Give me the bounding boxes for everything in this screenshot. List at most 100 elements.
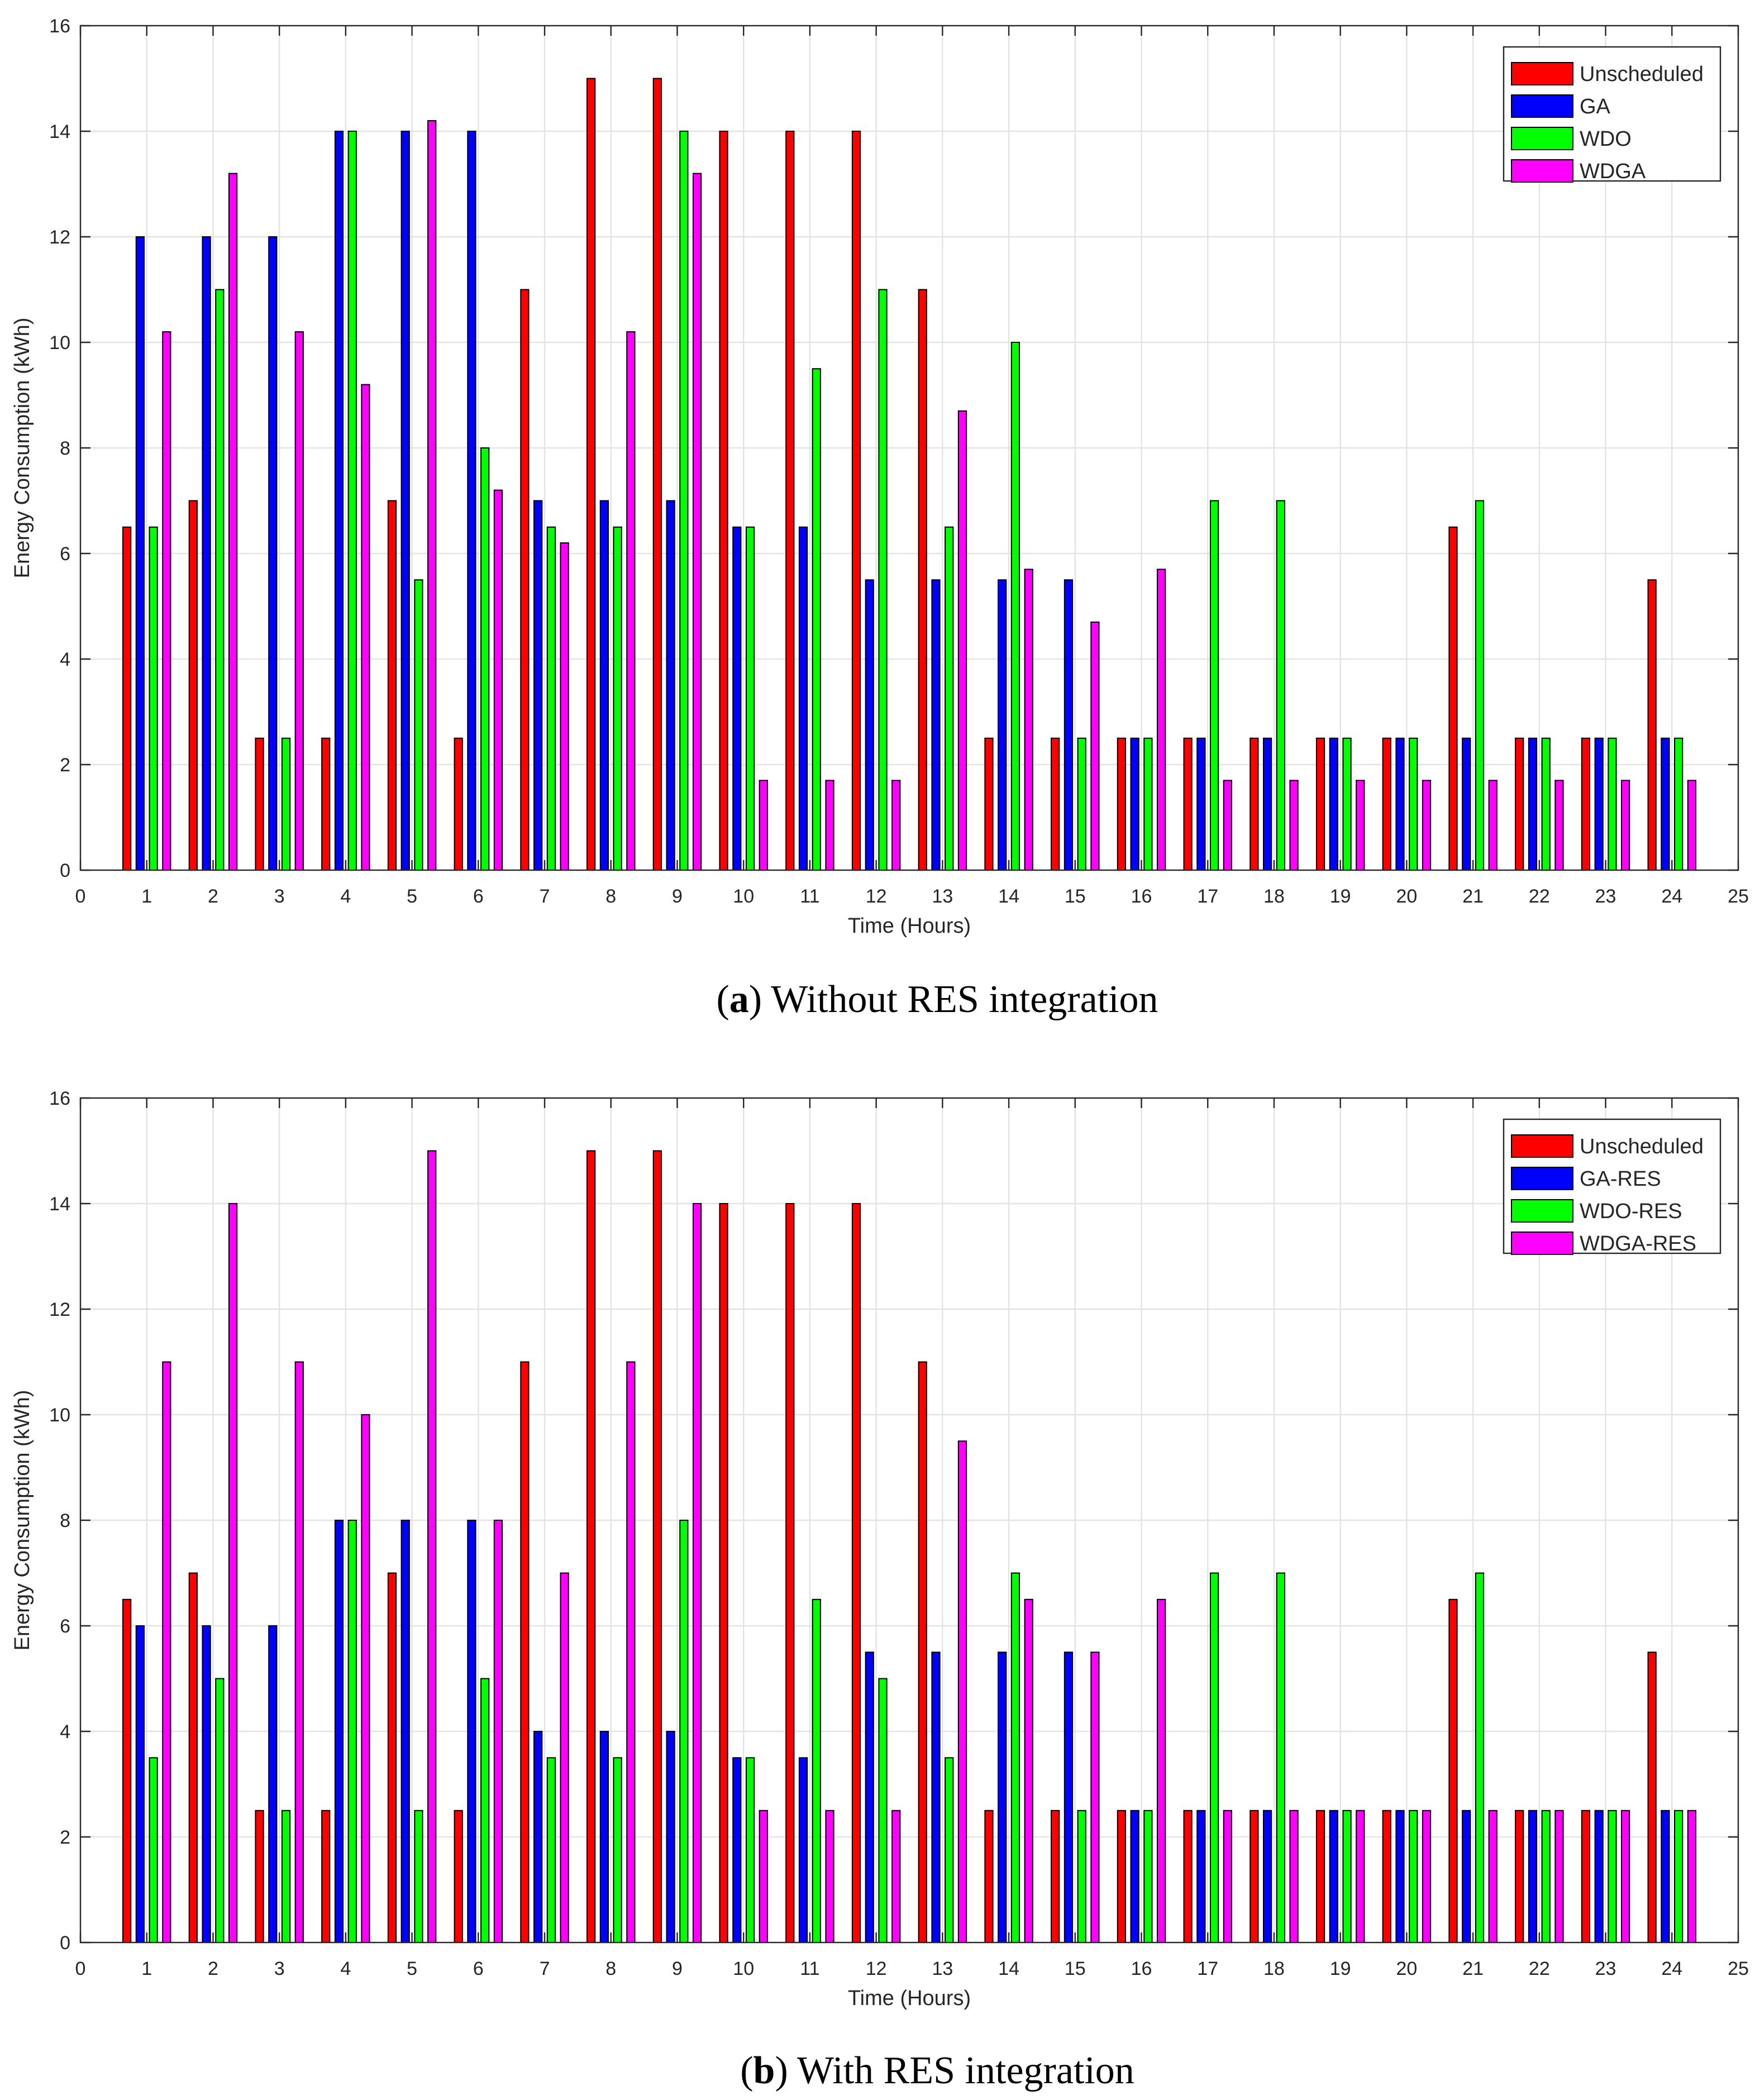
bar — [1594, 737, 1604, 871]
bar — [255, 1810, 264, 1943]
bar — [1329, 1810, 1338, 1943]
legend-label: Unscheduled — [1580, 63, 1704, 86]
bar — [1196, 737, 1206, 871]
x-tick-label: 7 — [540, 886, 550, 907]
bar — [586, 78, 596, 871]
bar — [945, 1757, 954, 1943]
bar — [865, 579, 874, 871]
legend-label: Unscheduled — [1580, 1135, 1704, 1158]
x-tick-label: 25 — [1728, 886, 1749, 907]
bar — [533, 500, 543, 871]
bar — [1409, 737, 1418, 871]
chart-panel-b: 0 1 2 3 4 5 6 7 8 9 10 11 12 13 14 15 16 17 18 19 20 21 22 23 24… — [11, 1088, 1749, 2092]
bar — [1541, 737, 1551, 871]
legend: Unscheduled GA WDO WDGA — [1503, 46, 1721, 183]
bar — [918, 1361, 927, 1943]
bar — [732, 526, 742, 871]
y-tick-label: 2 — [60, 1827, 70, 1848]
bar — [1687, 780, 1697, 871]
bar — [467, 1520, 476, 1943]
bar — [1289, 780, 1299, 871]
bar — [1448, 1598, 1458, 1943]
bar — [268, 236, 278, 871]
bar — [679, 1520, 689, 1943]
series-unscheduled — [122, 78, 1657, 871]
bar — [1090, 1652, 1100, 1943]
x-tick-label: 5 — [407, 886, 417, 907]
caption-open: ( — [716, 978, 729, 1021]
bar — [785, 1203, 795, 1943]
bar — [931, 579, 941, 871]
bar — [454, 1810, 463, 1943]
y-tick-label: 16 — [49, 16, 70, 37]
bar — [400, 1520, 410, 1943]
x-tick-label: 8 — [605, 1958, 616, 1979]
bar — [1262, 737, 1272, 871]
y-tick-label: 2 — [60, 755, 70, 776]
bar — [546, 1757, 556, 1943]
x-tick-label: 22 — [1529, 1958, 1550, 1979]
bar — [1064, 579, 1074, 871]
bar — [719, 1203, 728, 1943]
bar — [759, 780, 768, 871]
y-tick-label: 10 — [49, 1405, 70, 1426]
x-tick-label: 3 — [274, 886, 285, 907]
legend: Unscheduled GA-RES WDO-RES WDGA-RES — [1503, 1118, 1721, 1256]
bar — [1621, 1810, 1630, 1943]
x-tick-label: 19 — [1330, 1958, 1351, 1979]
bar — [1342, 1810, 1352, 1943]
legend-swatch — [1511, 94, 1573, 118]
bar — [1010, 1572, 1020, 1943]
x-tick-label: 13 — [932, 1958, 953, 1979]
bar — [1051, 1810, 1060, 1943]
caption-letter: a — [729, 978, 749, 1021]
bar — [1554, 1810, 1564, 1943]
bar — [626, 331, 636, 871]
bar — [1661, 1810, 1670, 1943]
bar — [692, 173, 702, 871]
bar — [1117, 1810, 1127, 1943]
bar — [387, 1572, 397, 1943]
x-tick-label: 20 — [1396, 1958, 1417, 1979]
bar — [1117, 737, 1127, 871]
bar — [1515, 1810, 1524, 1943]
bar — [361, 384, 370, 871]
bar — [321, 1810, 331, 1943]
y-axis-label: Energy Consumption (kWh) — [11, 1390, 34, 1651]
bar — [1528, 737, 1538, 871]
bar — [281, 1810, 291, 1943]
bar — [891, 1810, 901, 1943]
caption-open: ( — [740, 2049, 753, 2092]
bar — [878, 289, 888, 871]
bar — [202, 1625, 211, 1943]
bar — [1090, 621, 1100, 871]
bar — [1488, 1810, 1498, 1943]
bar — [1329, 737, 1338, 871]
legend-label: WDO-RES — [1580, 1200, 1682, 1223]
legend-label: WDO — [1580, 127, 1632, 151]
bar — [467, 131, 476, 871]
series-unscheduled — [122, 1150, 1657, 1943]
bar — [1581, 737, 1591, 871]
x-tick-label: 14 — [998, 1958, 1019, 1979]
bar — [347, 131, 357, 871]
bar — [1475, 1572, 1485, 1943]
bar — [1409, 1810, 1418, 1943]
figure-caption: (a) Without RES integration — [716, 978, 1158, 1021]
bar — [1250, 1810, 1259, 1943]
bar — [719, 131, 728, 871]
legend-label: WDGA — [1580, 160, 1646, 183]
bar — [599, 1731, 609, 1943]
bar — [812, 368, 821, 871]
bar — [1250, 737, 1259, 871]
bar — [1342, 737, 1352, 871]
bar — [1475, 500, 1485, 871]
bar — [1356, 780, 1365, 871]
ticks: 0 1 2 3 4 5 6 7 8 9 10 11 12 13 14 15 16 17 18 19 20 21 22 23 24… — [49, 1088, 1749, 1979]
bar — [294, 1361, 304, 1943]
bar — [1024, 1598, 1033, 1943]
bar — [1024, 569, 1033, 871]
bar — [1315, 737, 1325, 871]
bar — [162, 1361, 171, 1943]
bar — [533, 1731, 543, 1943]
